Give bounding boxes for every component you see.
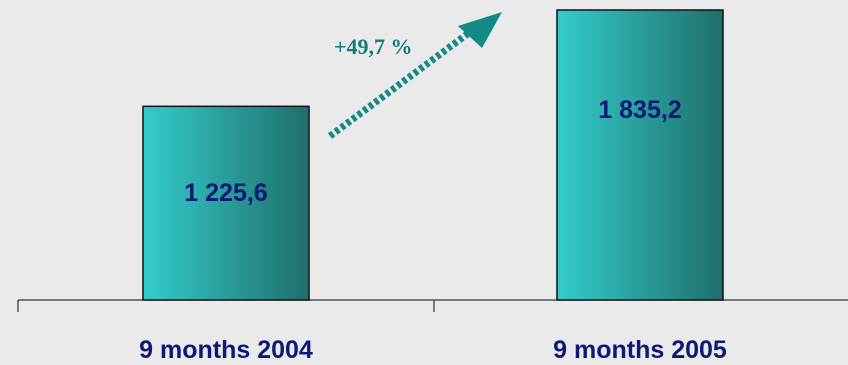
bar-2 [556,9,724,301]
category-label: 9 months 2004 [139,336,313,364]
category-label: 9 months 2005 [553,336,727,364]
growth-annotation: +49,7 % [334,34,413,59]
bar-value-label: 1 835,2 [598,96,681,124]
growth-arrow-head [458,12,502,48]
bar-value-label: 1 225,6 [184,179,267,207]
growth-arrow [327,12,502,139]
growth-arrow-line [327,29,473,139]
bars-layer: 1 225,6 9 months 2004 1 835,2 9 months 2005 [139,9,727,364]
bar-1 [142,105,310,301]
